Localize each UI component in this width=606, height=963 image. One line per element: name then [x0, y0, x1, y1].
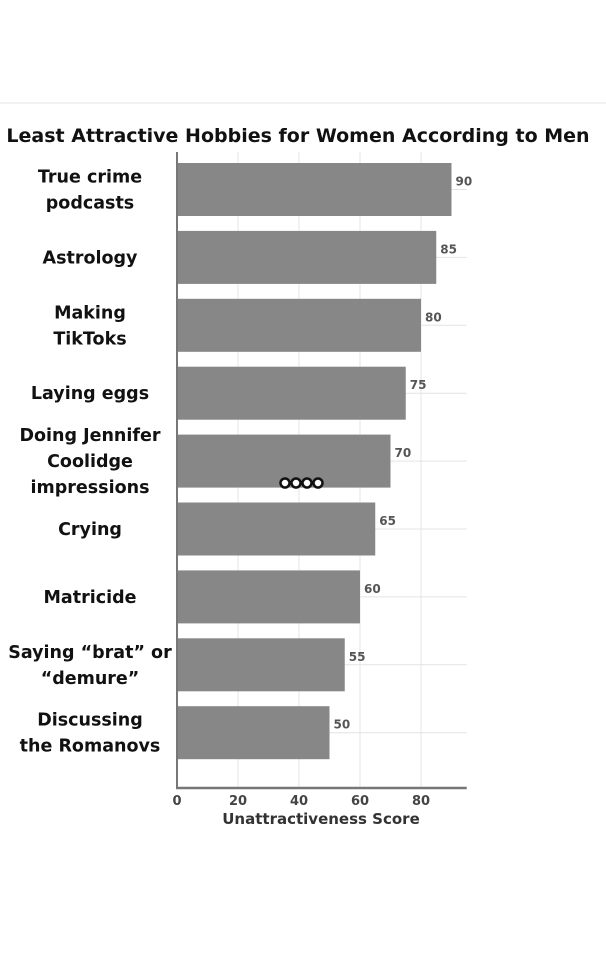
bar — [177, 366, 406, 420]
category-label: impressions — [31, 478, 150, 498]
data-label: 90 — [456, 175, 473, 189]
category-label: Crying — [58, 520, 122, 540]
category-labels: True crime podcasts Astrology Making TikToks… — [8, 168, 172, 757]
x-tick-label: 40 — [290, 794, 308, 809]
x-tick-label: 60 — [351, 794, 369, 809]
category-label: Laying eggs — [31, 384, 149, 404]
x-tick-label: 0 — [172, 794, 181, 809]
data-label: 55 — [349, 650, 366, 664]
bar — [177, 570, 360, 624]
bar — [177, 230, 437, 284]
bar — [177, 502, 376, 556]
category-label: Discussing — [37, 711, 143, 731]
category-label: Matricide — [44, 588, 137, 608]
bar — [177, 706, 330, 760]
category-label: TikToks — [53, 329, 126, 349]
category-label: Astrology — [43, 248, 139, 268]
bar — [177, 298, 421, 352]
x-tick-label: 20 — [229, 794, 247, 809]
category-label: True crime — [38, 168, 142, 188]
data-label: 60 — [364, 582, 381, 596]
bars: 90 85 80 75 70 65 60 55 50 — [177, 163, 473, 760]
category-label: podcasts — [46, 194, 134, 214]
bar — [177, 163, 452, 216]
category-label: “demure” — [41, 669, 140, 689]
x-tick-label: 80 — [412, 794, 430, 809]
data-label: 80 — [425, 310, 442, 324]
category-label: Saying “brat” or — [8, 643, 172, 663]
data-label: 85 — [440, 242, 457, 256]
data-label: 50 — [334, 718, 351, 732]
x-axis: 0 20 40 60 80 — [172, 152, 467, 809]
x-axis-label: Unattractiveness Score — [222, 810, 420, 828]
category-label: Coolidge — [47, 452, 133, 472]
data-label: 70 — [395, 446, 412, 460]
data-label: 75 — [410, 378, 427, 392]
bar — [177, 638, 345, 692]
chart-title: Least Attractive Hobbies for Women Accor… — [6, 125, 589, 147]
category-label: the Romanovs — [20, 737, 161, 757]
category-label: Making — [54, 303, 126, 323]
loading-dots-icon — [279, 477, 324, 489]
data-label: 65 — [379, 514, 396, 528]
category-label: Doing Jennifer — [19, 426, 160, 446]
